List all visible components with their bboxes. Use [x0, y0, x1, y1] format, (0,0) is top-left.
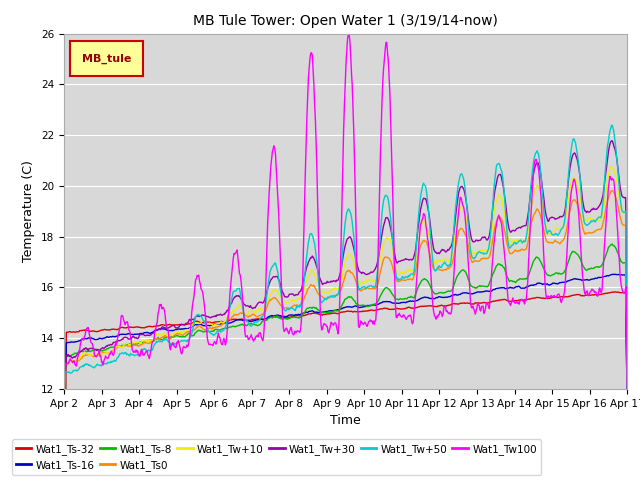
Title: MB Tule Tower: Open Water 1 (3/19/14-now): MB Tule Tower: Open Water 1 (3/19/14-now…: [193, 14, 498, 28]
Legend: Wat1_Ts-32, Wat1_Ts-16, Wat1_Ts-8, Wat1_Ts0, Wat1_Tw+10, Wat1_Tw+30, Wat1_Tw+50,: Wat1_Ts-32, Wat1_Ts-16, Wat1_Ts-8, Wat1_…: [12, 439, 541, 475]
X-axis label: Time: Time: [330, 414, 361, 427]
Y-axis label: Temperature (C): Temperature (C): [22, 160, 35, 262]
